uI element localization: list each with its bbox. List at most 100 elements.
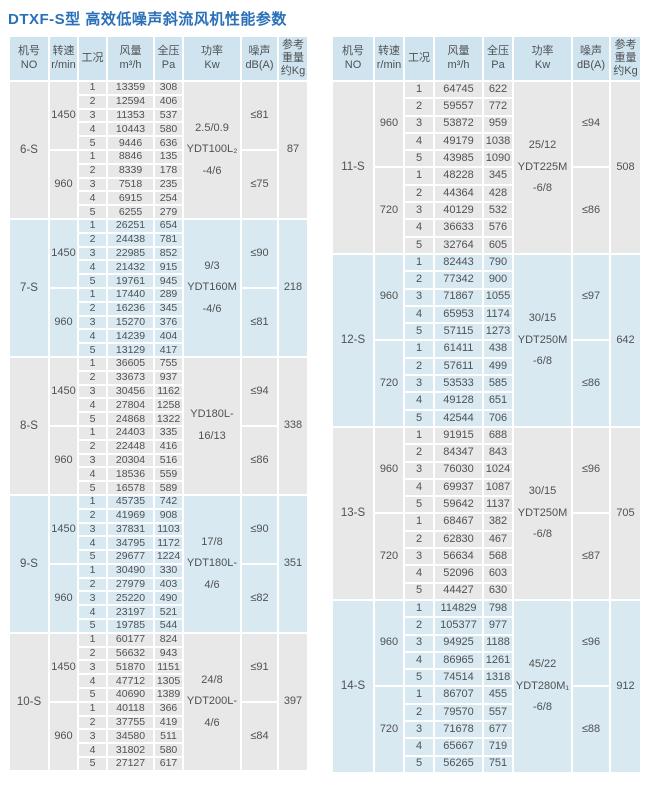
- flow-cell: 45735: [108, 496, 153, 508]
- condition-cell: 4: [79, 675, 106, 688]
- condition-cell: 1: [405, 514, 433, 530]
- table-row: 6-S 1450 1 13359 308 2.5/0.9 YDT100L₂ -4/6 ≤81 87: [10, 82, 307, 218]
- noise-cell: ≤81: [242, 82, 277, 149]
- flow-cell: 34580: [108, 730, 153, 743]
- speed-cell: 960: [375, 427, 403, 513]
- flow-cell: 91915: [435, 427, 482, 444]
- col-header-pressure: 全压 Pa: [155, 37, 182, 80]
- pressure-cell: 605: [484, 237, 512, 253]
- table-row: 720 1 61411 438 ≤86: [333, 341, 640, 426]
- flow-cell: 32764: [435, 237, 482, 253]
- condition-cell: 2: [405, 704, 433, 720]
- table-row: 5 44427 630: [333, 583, 640, 599]
- flow-cell: 47712: [108, 675, 153, 688]
- noise-cell: ≤81: [242, 288, 277, 356]
- pressure-cell: 580: [155, 744, 182, 757]
- fan-spec-table: 机号 NO 转速 r/min 工况 风量 m³/h 全压 Pa 功率 Kw 噪声 dB(A) 参考 重量 约K…: [331, 35, 642, 774]
- condition-cell: 3: [405, 635, 433, 651]
- flow-cell: 13129: [108, 344, 153, 356]
- condition-cell: 4: [79, 606, 106, 619]
- table-row: 9-S 1450 1 45735 742 17/8 YDT180L- 4/6 ≤90 351: [10, 496, 307, 632]
- pressure-cell: 719: [484, 739, 512, 755]
- flow-cell: 10443: [108, 123, 153, 136]
- pressure-cell: 1103: [155, 523, 182, 536]
- table-row: 14-S 960 1 114829 798 45/22 YDT280M₁ -6/8 ≤96 912: [333, 600, 640, 772]
- flow-cell: 79570: [435, 704, 482, 720]
- condition-cell: 5: [405, 410, 433, 426]
- fan-spec-table-right: 机号 NO 转速 r/min 工况 风量 m³/h 全压 Pa 功率 Kw 噪声 dB(A) 参考 重量 约K…: [331, 35, 642, 774]
- table-row: 5 42544 706: [333, 410, 640, 426]
- condition-cell: 1: [79, 358, 106, 370]
- table-row: 4 49179 1038: [333, 133, 640, 150]
- pressure-cell: 345: [155, 303, 182, 315]
- table-row: 10-S 1450 1 60177 824 24/8 YDT200L- 4/6 ≤91 397: [10, 634, 307, 770]
- condition-cell: 2: [405, 618, 433, 634]
- table-row: 2 16236 345: [10, 303, 307, 315]
- condition-cell: 4: [405, 393, 433, 409]
- flow-cell: 6915: [108, 192, 153, 205]
- flow-cell: 42544: [435, 410, 482, 426]
- pressure-cell: 279: [155, 206, 182, 218]
- pressure-cell: 790: [484, 254, 512, 271]
- weight-cell: 397: [279, 633, 307, 770]
- condition-cell: 3: [405, 116, 433, 132]
- pressure-cell: 330: [155, 565, 182, 577]
- pressure-cell: 532: [484, 203, 512, 219]
- flow-cell: 60177: [108, 634, 153, 646]
- flow-cell: 12594: [108, 96, 153, 108]
- condition-cell: 3: [79, 248, 106, 260]
- table-row: 4 34795 1172: [10, 537, 307, 550]
- condition-cell: 4: [79, 261, 106, 274]
- pressure-cell: 755: [155, 358, 182, 370]
- table-row: 2 22448 416: [10, 441, 307, 453]
- flow-cell: 8339: [108, 165, 153, 177]
- table-row: 4 23197 521: [10, 606, 307, 619]
- table-row: 5 32764 605: [333, 237, 640, 253]
- flow-cell: 74514: [435, 670, 482, 686]
- table-row: 3 25220 490: [10, 592, 307, 605]
- table-row: 2 84347 843: [333, 445, 640, 461]
- pressure-cell: 603: [484, 566, 512, 582]
- pressure-cell: 1172: [155, 537, 182, 550]
- noise-cell: ≤94: [242, 357, 277, 425]
- flow-cell: 86707: [435, 687, 482, 703]
- pressure-cell: 135: [155, 151, 182, 163]
- pressure-cell: 617: [155, 758, 182, 770]
- condition-cell: 2: [79, 372, 106, 384]
- pressure-cell: 516: [155, 454, 182, 467]
- col-header-noise: 噪声 dB(A): [242, 37, 277, 80]
- model-cell: 10-S: [10, 633, 48, 770]
- condition-cell: 5: [405, 583, 433, 599]
- flow-cell: 51870: [108, 661, 153, 674]
- weight-cell: 218: [279, 219, 307, 356]
- condition-cell: 3: [405, 376, 433, 392]
- power-cell: 2.5/0.9 YDT100L₂ -4/6: [184, 82, 240, 218]
- flow-cell: 16578: [108, 482, 153, 494]
- condition-cell: 4: [79, 468, 106, 481]
- table-row: 2 44364 428: [333, 185, 640, 202]
- table-row: 11-S 960 1 64745 622 25/12 YDT225M -6/8 ≤94 508: [333, 82, 640, 253]
- col-header-speed: 转速 r/min: [375, 37, 403, 80]
- pressure-cell: 376: [155, 317, 182, 329]
- pressure-cell: 576: [484, 220, 512, 236]
- pressure-cell: 706: [484, 410, 512, 426]
- flow-cell: 57611: [435, 358, 482, 375]
- flow-cell: 41969: [108, 510, 153, 522]
- noise-cell: ≤84: [242, 702, 277, 770]
- condition-cell: 1: [79, 634, 106, 646]
- pressure-cell: 499: [484, 358, 512, 375]
- table-row: 3 40129 532: [333, 203, 640, 219]
- col-header-speed: 转速 r/min: [50, 37, 77, 80]
- table-row: 12-S 960 1 82443 790 30/15 YDT250M -6/8 ≤97 642: [333, 254, 640, 426]
- flow-cell: 30490: [108, 565, 153, 577]
- condition-cell: 5: [79, 275, 106, 287]
- speed-cell: 1450: [50, 82, 77, 149]
- flow-cell: 52096: [435, 566, 482, 582]
- model-cell: 12-S: [333, 254, 373, 426]
- flow-cell: 26251: [108, 220, 153, 232]
- flow-cell: 64745: [435, 82, 482, 98]
- condition-cell: 1: [405, 687, 433, 703]
- table-row: 4 86965 1261: [333, 652, 640, 669]
- flow-cell: 65953: [435, 306, 482, 323]
- pressure-cell: 580: [155, 123, 182, 136]
